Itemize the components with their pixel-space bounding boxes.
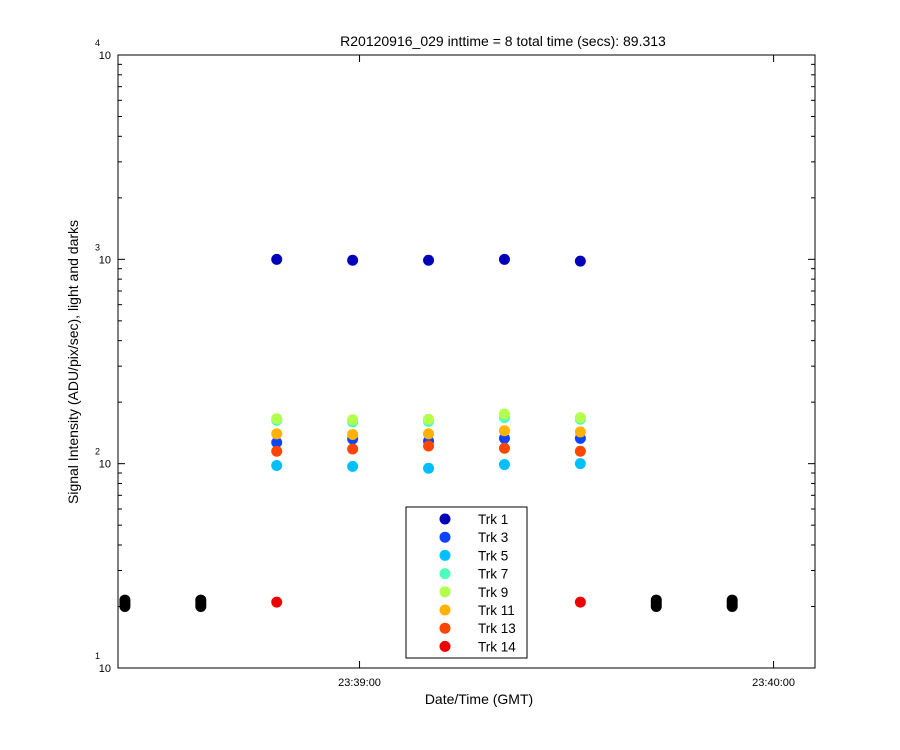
plot-frame bbox=[117, 54, 816, 669]
y-tick-exponent: 1 bbox=[95, 651, 100, 661]
data-point bbox=[650, 594, 662, 606]
data-point bbox=[347, 414, 359, 426]
legend-marker bbox=[439, 586, 451, 598]
legend-marker bbox=[439, 622, 451, 634]
legend-box bbox=[405, 506, 528, 659]
x-axis-label: Date/Time (GMT) bbox=[425, 691, 533, 707]
legend-label: Trk 14 bbox=[478, 639, 516, 654]
data-point bbox=[347, 443, 359, 455]
data-point bbox=[347, 428, 359, 440]
y-tick-exponent: 3 bbox=[95, 242, 100, 252]
series-trk-11 bbox=[271, 425, 586, 440]
data-point bbox=[498, 459, 510, 471]
legend-label: Trk 7 bbox=[478, 567, 508, 582]
data-point bbox=[271, 445, 283, 457]
data-point bbox=[423, 462, 435, 474]
data-point bbox=[498, 253, 510, 265]
legend: Trk 1 Trk 3 Trk 5 Trk 7 Trk 9 Trk 11 Trk 13 Trk… bbox=[405, 506, 528, 659]
data-point bbox=[271, 459, 283, 471]
legend-label: Trk 9 bbox=[478, 585, 508, 600]
data-point bbox=[423, 254, 435, 266]
legend-marker bbox=[439, 568, 451, 580]
y-tick-label: 10 bbox=[99, 663, 111, 675]
series-trk-13 bbox=[271, 440, 586, 457]
legend-label: Trk 11 bbox=[478, 603, 515, 618]
legend-label: Trk 5 bbox=[478, 548, 508, 563]
data-point bbox=[498, 425, 510, 437]
data-point bbox=[498, 442, 510, 454]
series-trk-5 bbox=[271, 458, 586, 474]
chart-title: R20120916_029 inttime = 8 total time (se… bbox=[340, 33, 666, 49]
series-trk-1 bbox=[271, 253, 586, 267]
data-point bbox=[195, 594, 207, 606]
y-tick-label: 10 bbox=[99, 50, 111, 62]
legend-label: Trk 1 bbox=[478, 512, 508, 527]
data-point bbox=[347, 254, 359, 266]
data-point bbox=[347, 460, 359, 472]
data-point bbox=[574, 426, 586, 438]
data-point bbox=[574, 255, 586, 267]
data-point bbox=[271, 596, 283, 608]
data-point bbox=[574, 458, 586, 470]
y-tick-exponent: 2 bbox=[95, 447, 100, 457]
y-tick-label: 10 bbox=[99, 254, 111, 266]
data-point bbox=[423, 440, 435, 452]
y-axis: 10 1 10 2 10 3 10 4 bbox=[95, 38, 815, 675]
legend-marker bbox=[439, 604, 451, 616]
data-point bbox=[271, 253, 283, 265]
legend-label: Trk 3 bbox=[478, 530, 508, 545]
data-point bbox=[423, 413, 435, 425]
data-points bbox=[119, 253, 738, 612]
legend-marker bbox=[439, 640, 451, 652]
x-axis: 23:39:00 23:40:00 bbox=[338, 55, 795, 689]
legend-label: Trk 13 bbox=[478, 621, 516, 636]
data-point bbox=[119, 594, 131, 606]
series-trk-9 bbox=[271, 408, 586, 426]
data-point bbox=[498, 432, 510, 444]
x-tick-label: 23:39:00 bbox=[338, 677, 381, 689]
data-point bbox=[271, 428, 283, 440]
plot-area bbox=[117, 54, 816, 669]
data-point bbox=[574, 412, 586, 424]
data-point bbox=[423, 428, 435, 440]
data-point bbox=[498, 408, 510, 420]
y-axis-label: Signal Intensity (ADU/pix/sec), light an… bbox=[65, 220, 81, 504]
data-point bbox=[726, 594, 738, 606]
legend-marker bbox=[439, 531, 451, 543]
legend-marker bbox=[439, 549, 451, 561]
legend-marker bbox=[439, 513, 451, 525]
data-point bbox=[271, 413, 283, 425]
x-tick-label: 23:40:00 bbox=[752, 677, 795, 689]
y-tick-exponent: 4 bbox=[95, 38, 100, 48]
series-darks bbox=[119, 594, 738, 612]
y-tick-label: 10 bbox=[99, 459, 111, 471]
data-point bbox=[574, 445, 586, 457]
data-point bbox=[574, 596, 586, 608]
data-point bbox=[271, 436, 283, 448]
